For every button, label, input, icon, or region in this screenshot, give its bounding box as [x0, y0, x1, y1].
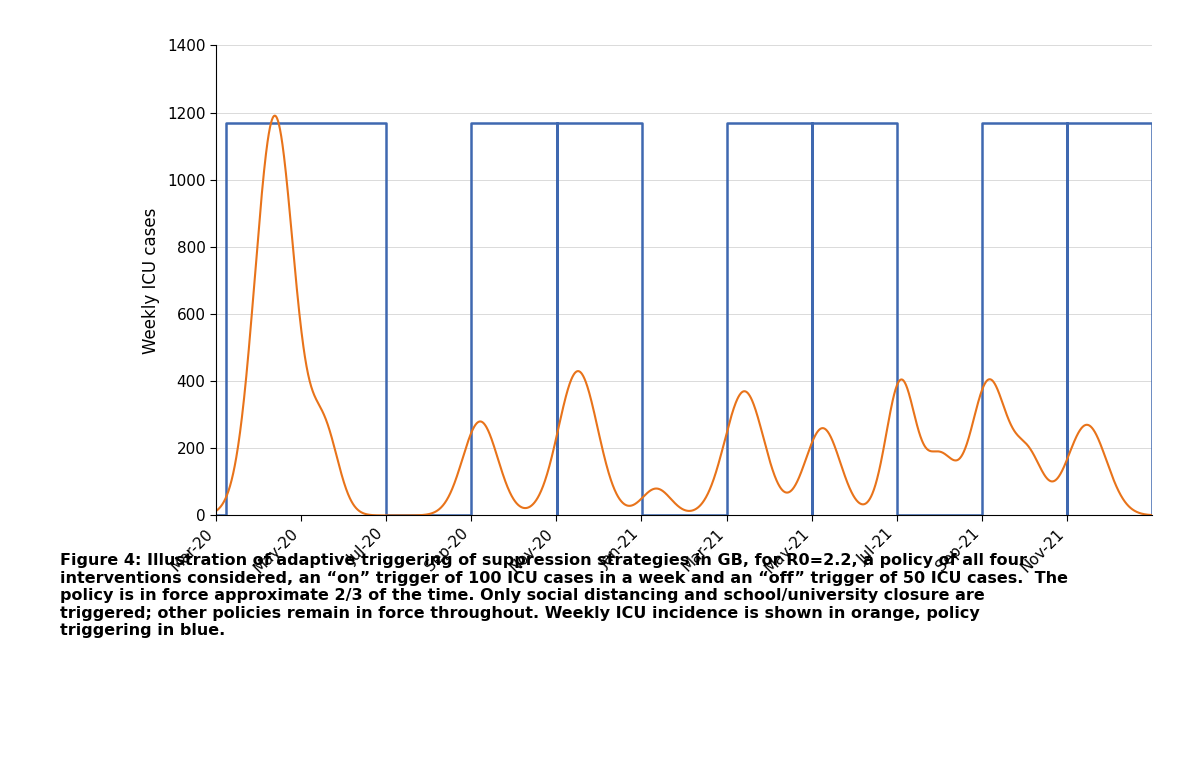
Y-axis label: Weekly ICU cases: Weekly ICU cases	[142, 207, 160, 354]
Text: Figure 4: Illustration of adaptive triggering of suppression strategies in GB, f: Figure 4: Illustration of adaptive trigg…	[60, 553, 1068, 638]
